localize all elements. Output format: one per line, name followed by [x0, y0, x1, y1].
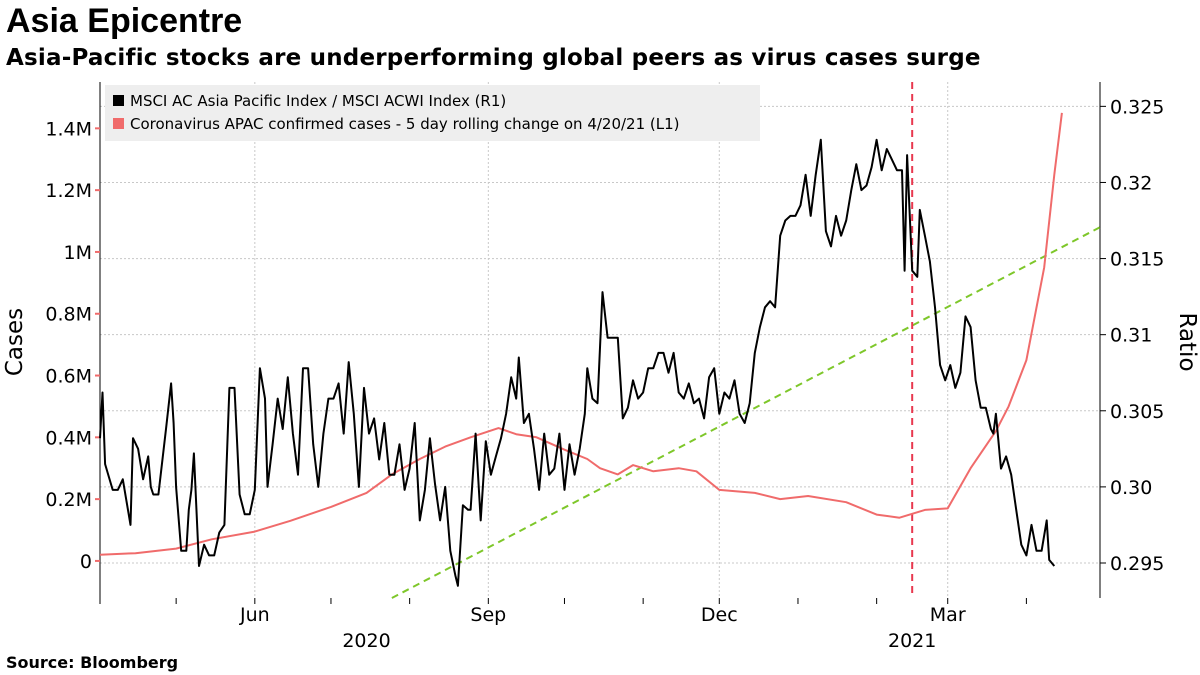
- x-tick-label: Mar: [930, 604, 966, 626]
- right-tick-label: 0.295: [1110, 553, 1164, 575]
- right-tick-label: 0.325: [1110, 96, 1164, 118]
- x-tick-label: Sep: [470, 604, 506, 626]
- legend-label-cases: Coronavirus APAC confirmed cases - 5 day…: [130, 115, 680, 133]
- legend-swatch-ratio: [113, 95, 124, 106]
- x-tick-label: Dec: [701, 604, 738, 626]
- annotations: [391, 82, 1101, 599]
- left-tick-label: 0.4M: [45, 427, 92, 449]
- left-tick-label: 1.2M: [45, 180, 92, 202]
- source-note: Source: Bloomberg: [6, 653, 179, 672]
- left-tick-label: 0.6M: [45, 366, 92, 388]
- legend-label-ratio: MSCI AC Asia Pacific Index / MSCI ACWI I…: [130, 92, 506, 110]
- right-tick-label: 0.315: [1110, 249, 1164, 271]
- legend: MSCI AC Asia Pacific Index / MSCI ACWI I…: [105, 85, 760, 141]
- x-year-label: 2020: [342, 630, 390, 652]
- legend-swatch-cases: [113, 118, 124, 129]
- trendline: [391, 226, 1101, 599]
- left-axis-title: Cases: [2, 308, 28, 376]
- right-tick-label: 0.32: [1110, 172, 1152, 194]
- ratio-series-line: [99, 138, 1056, 587]
- left-tick-label: 0.2M: [45, 489, 92, 511]
- left-tick-label: 0: [80, 551, 92, 573]
- right-tick-label: 0.305: [1110, 401, 1164, 423]
- x-tick-label: Jun: [239, 604, 270, 626]
- left-tick-label: 0.8M: [45, 304, 92, 326]
- right-axis-title: Ratio: [1174, 312, 1200, 371]
- legend-background: [105, 85, 760, 141]
- left-tick-label: 1M: [64, 242, 92, 264]
- chart-title: Asia Epicentre: [6, 2, 243, 40]
- right-tick-label: 0.30: [1110, 477, 1152, 499]
- right-tick-label: 0.31: [1110, 325, 1152, 347]
- series-lines: [99, 112, 1063, 587]
- axes: 0 0.2M 0.4M 0.6M 0.8M 1M 1.2M 1.4M 0.295 0.30 0.30…: [45, 82, 1164, 652]
- x-year-label: 2021: [888, 630, 936, 652]
- left-tick-label: 1.4M: [45, 118, 92, 140]
- cases-series-line: [99, 112, 1063, 556]
- chart-subtitle: Asia-Pacific stocks are underperforming …: [6, 45, 981, 71]
